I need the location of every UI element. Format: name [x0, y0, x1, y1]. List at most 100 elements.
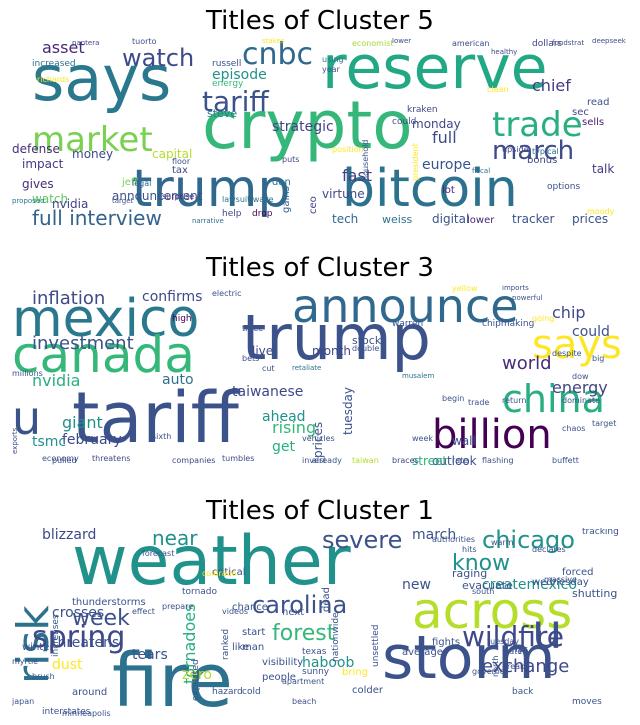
word: gives [22, 177, 54, 191]
word: steve [207, 107, 238, 120]
word: billion [432, 412, 552, 458]
word: target [592, 419, 617, 428]
word: nvidia [52, 197, 89, 211]
word: drop [252, 209, 273, 219]
word: next [282, 607, 305, 618]
word: average [402, 647, 443, 658]
word: episode [212, 67, 267, 83]
word: sixth [152, 432, 172, 441]
word: vehicles [302, 434, 335, 443]
word: musalem [402, 372, 435, 380]
word: rate [452, 456, 469, 465]
word: raging [452, 567, 488, 580]
word: moves [572, 697, 602, 707]
word: fundstrat [552, 39, 585, 47]
word: crypto [202, 87, 413, 164]
word: cut [262, 364, 275, 373]
word: across [412, 582, 573, 640]
word: threatens [52, 635, 120, 651]
word: monday [412, 117, 461, 131]
cluster-5-title: Titles of Cluster 5 [206, 6, 434, 36]
word: critical [212, 567, 246, 578]
word: week [72, 606, 130, 631]
word: haboob [302, 655, 355, 671]
word: ceo [308, 196, 319, 214]
word: dow [572, 372, 589, 381]
word: year [322, 65, 340, 74]
word: full [432, 128, 457, 147]
cluster-5-wordcloud: says reserve crypto trump bitcoin market trade… [12, 38, 628, 228]
word: full interview [32, 206, 162, 228]
word: dan [272, 177, 291, 188]
word: giant [62, 413, 103, 432]
word: forest [272, 621, 336, 646]
word: exports [12, 428, 19, 455]
word: week [412, 434, 434, 443]
word: chip [552, 303, 586, 322]
word: typical [532, 147, 559, 156]
word: visibility [262, 657, 304, 668]
word: warren [392, 319, 424, 329]
word: increases [51, 613, 61, 657]
word: warm [491, 538, 514, 547]
word: evacuate [462, 579, 513, 592]
word: winter [22, 642, 54, 653]
word: buffett [552, 456, 579, 465]
word: sells [582, 117, 605, 128]
word: dust [52, 657, 83, 673]
word: tuesday [341, 387, 355, 436]
word: tariff [72, 377, 239, 459]
word: trump [242, 301, 431, 374]
word: proposed [12, 197, 45, 205]
word: unsettled [371, 624, 381, 667]
word: economy [42, 454, 79, 463]
word: healthy [491, 48, 518, 56]
word: people [262, 672, 296, 683]
word: energy [552, 378, 608, 397]
word: investment [32, 333, 134, 354]
word: get [272, 439, 295, 455]
word: wednesday [532, 577, 589, 588]
word: forecast [142, 549, 175, 558]
word: colder [352, 685, 384, 696]
word: bonus [527, 155, 558, 166]
cluster-1-title: Titles of Cluster 1 [206, 496, 434, 526]
word: south [472, 587, 495, 596]
word: wall [452, 434, 476, 448]
word: three [242, 324, 264, 333]
word: sunny [302, 667, 330, 677]
word: chicago [482, 528, 575, 554]
word: stock [352, 334, 382, 347]
word: says [532, 322, 622, 368]
word: brush [32, 672, 55, 681]
word: virtune [322, 187, 365, 201]
word: ahead [262, 409, 306, 425]
word: begin [442, 394, 465, 403]
word: exchange [482, 656, 570, 677]
cluster-5-panel: Titles of Cluster 5 says reserve crypto tru… [0, 0, 640, 240]
word: chance [232, 602, 268, 613]
word: imports [502, 285, 529, 292]
word: u [12, 391, 42, 445]
word: europe [422, 157, 471, 173]
word: floor [172, 157, 191, 166]
word: threatens [92, 454, 131, 463]
word: storm [382, 623, 556, 693]
word: china [502, 377, 605, 421]
word: sec [572, 107, 589, 118]
word: fire [112, 638, 233, 718]
word: tuorto [132, 38, 157, 46]
word: minneapolis [62, 709, 111, 718]
word: increased [32, 59, 76, 69]
word: strategic [272, 119, 334, 135]
word: break [502, 662, 525, 671]
word: fiscal [472, 167, 491, 175]
word: lower [392, 38, 412, 45]
word: inflation [32, 288, 106, 309]
word: nyc [512, 645, 528, 655]
word: already [312, 456, 342, 465]
word: massive [544, 575, 577, 584]
word: trade [468, 398, 490, 407]
word: shutting [572, 587, 618, 600]
word: pantera [72, 39, 100, 47]
